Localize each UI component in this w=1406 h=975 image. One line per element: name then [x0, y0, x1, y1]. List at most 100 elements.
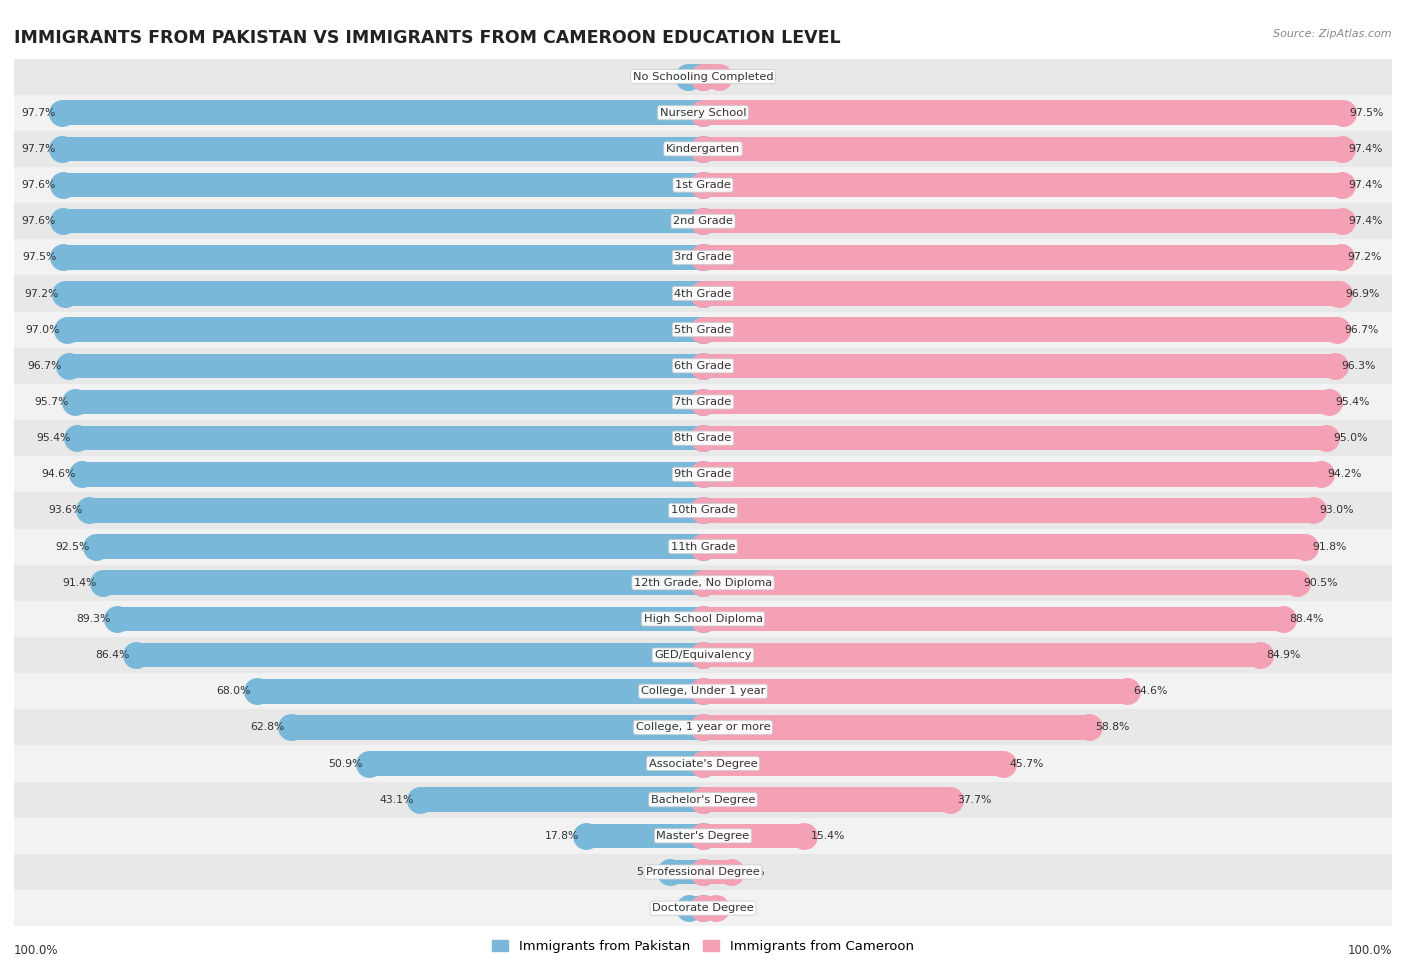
Text: 95.4%: 95.4% — [1336, 397, 1369, 407]
Bar — [14, 565, 1392, 601]
Text: 4.3%: 4.3% — [738, 867, 765, 878]
Bar — [117, 606, 703, 631]
Text: 62.8%: 62.8% — [250, 722, 284, 732]
Bar — [14, 167, 1392, 203]
Bar — [14, 384, 1392, 420]
Text: 2.0%: 2.0% — [723, 903, 751, 914]
Text: Associate's Degree: Associate's Degree — [648, 759, 758, 768]
Bar — [14, 528, 1392, 565]
Text: 95.0%: 95.0% — [1333, 433, 1368, 444]
Text: 97.6%: 97.6% — [21, 216, 56, 226]
Text: 58.8%: 58.8% — [1095, 722, 1130, 732]
Bar — [291, 715, 703, 740]
Text: 97.7%: 97.7% — [21, 144, 55, 154]
Bar — [14, 312, 1392, 348]
Bar — [69, 354, 703, 378]
Bar — [703, 64, 720, 89]
Text: 97.5%: 97.5% — [1350, 107, 1384, 118]
Bar — [703, 788, 950, 812]
Legend: Immigrants from Pakistan, Immigrants from Cameroon: Immigrants from Pakistan, Immigrants fro… — [486, 935, 920, 958]
Bar — [703, 715, 1088, 740]
Text: 96.9%: 96.9% — [1346, 289, 1379, 298]
Bar — [62, 136, 703, 161]
Bar — [586, 824, 703, 848]
Text: 12th Grade, No Diploma: 12th Grade, No Diploma — [634, 578, 772, 588]
Text: 97.2%: 97.2% — [24, 289, 59, 298]
Bar — [14, 203, 1392, 239]
Bar — [703, 281, 1339, 306]
Bar — [703, 534, 1305, 559]
Text: 2.5%: 2.5% — [725, 71, 754, 82]
Bar — [257, 679, 703, 704]
Bar — [136, 643, 703, 667]
Bar — [63, 245, 703, 270]
Bar — [14, 709, 1392, 746]
Bar — [689, 896, 703, 920]
Bar — [703, 173, 1343, 197]
Bar — [14, 131, 1392, 167]
Text: Bachelor's Degree: Bachelor's Degree — [651, 795, 755, 804]
Bar — [703, 100, 1343, 125]
Text: 97.7%: 97.7% — [21, 107, 55, 118]
Bar — [14, 601, 1392, 637]
Text: 43.1%: 43.1% — [380, 795, 413, 804]
Text: 84.9%: 84.9% — [1267, 650, 1301, 660]
Text: 94.2%: 94.2% — [1327, 469, 1362, 480]
Text: 96.7%: 96.7% — [28, 361, 62, 370]
Bar — [14, 637, 1392, 673]
Bar — [688, 64, 703, 89]
Bar — [66, 318, 703, 342]
Bar — [703, 606, 1284, 631]
Text: Master's Degree: Master's Degree — [657, 831, 749, 840]
Text: 15.4%: 15.4% — [811, 831, 845, 840]
Bar — [703, 679, 1126, 704]
Bar — [703, 643, 1260, 667]
Bar — [703, 426, 1326, 450]
Text: College, 1 year or more: College, 1 year or more — [636, 722, 770, 732]
Bar — [62, 100, 703, 125]
Bar — [14, 420, 1392, 456]
Bar — [703, 318, 1337, 342]
Text: 37.7%: 37.7% — [957, 795, 991, 804]
Text: No Schooling Completed: No Schooling Completed — [633, 71, 773, 82]
Bar — [703, 570, 1296, 595]
Text: 97.4%: 97.4% — [1348, 180, 1384, 190]
Bar — [103, 570, 703, 595]
Bar — [14, 456, 1392, 492]
Bar — [14, 348, 1392, 384]
Text: GED/Equivalency: GED/Equivalency — [654, 650, 752, 660]
Text: 8th Grade: 8th Grade — [675, 433, 731, 444]
Text: 97.4%: 97.4% — [1348, 216, 1384, 226]
Text: 17.8%: 17.8% — [546, 831, 579, 840]
Text: 91.8%: 91.8% — [1312, 541, 1347, 552]
Text: 6th Grade: 6th Grade — [675, 361, 731, 370]
Text: 90.5%: 90.5% — [1303, 578, 1339, 588]
Bar — [703, 390, 1329, 414]
Bar — [14, 890, 1392, 926]
Bar — [703, 462, 1322, 487]
Bar — [703, 245, 1341, 270]
Text: 11th Grade: 11th Grade — [671, 541, 735, 552]
Bar — [703, 354, 1334, 378]
Bar — [368, 752, 703, 776]
Text: 95.4%: 95.4% — [37, 433, 70, 444]
Text: College, Under 1 year: College, Under 1 year — [641, 686, 765, 696]
Bar — [75, 390, 703, 414]
Text: 45.7%: 45.7% — [1010, 759, 1043, 768]
Text: Professional Degree: Professional Degree — [647, 867, 759, 878]
Bar — [96, 534, 703, 559]
Text: 93.6%: 93.6% — [48, 505, 83, 516]
Bar — [63, 209, 703, 233]
Text: 9th Grade: 9th Grade — [675, 469, 731, 480]
Bar — [14, 854, 1392, 890]
Text: 1st Grade: 1st Grade — [675, 180, 731, 190]
Text: 10th Grade: 10th Grade — [671, 505, 735, 516]
Text: 5.0%: 5.0% — [636, 867, 664, 878]
Bar — [671, 860, 703, 884]
Text: 2.3%: 2.3% — [654, 71, 682, 82]
Bar — [14, 818, 1392, 854]
Bar — [703, 824, 804, 848]
Text: 97.0%: 97.0% — [25, 325, 60, 334]
Text: High School Diploma: High School Diploma — [644, 614, 762, 624]
Text: 97.5%: 97.5% — [22, 253, 56, 262]
